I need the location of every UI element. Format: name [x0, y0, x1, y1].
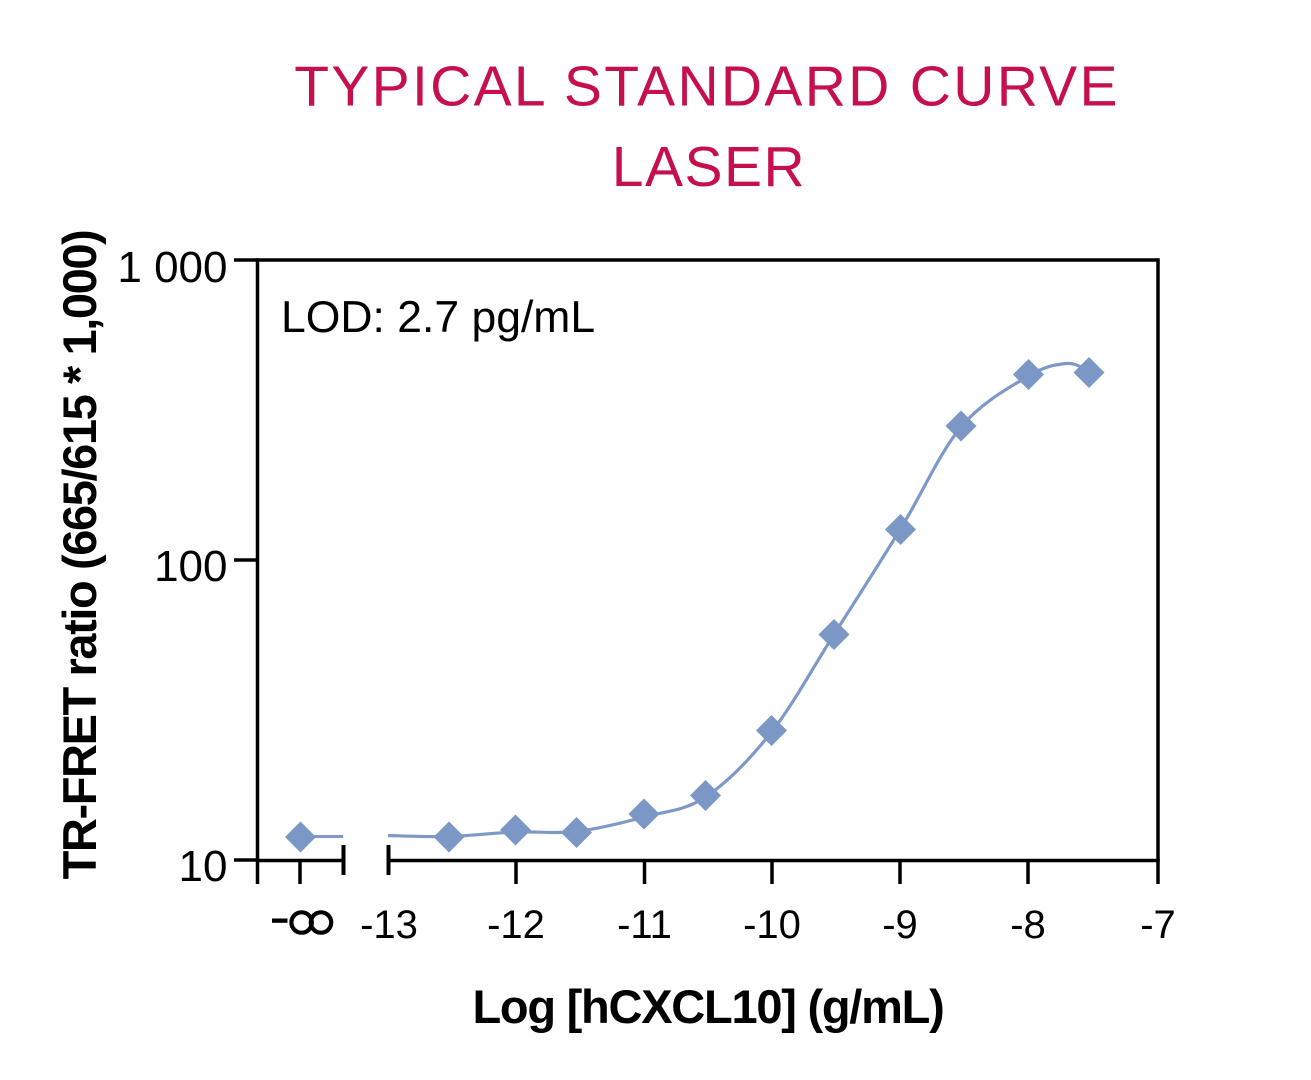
svg-text:100: 100 — [154, 542, 227, 591]
svg-text:-8: -8 — [1010, 903, 1046, 947]
svg-text:Log [hCXCL10] (g/mL): Log [hCXCL10] (g/mL) — [472, 980, 943, 1033]
svg-text:10: 10 — [179, 842, 228, 891]
svg-text:TR-FRET ratio (665/615 * 1,000: TR-FRET ratio (665/615 * 1,000) — [53, 231, 106, 880]
svg-text:-9: -9 — [882, 903, 918, 947]
svg-text:-12: -12 — [487, 903, 545, 947]
svg-text:-13: -13 — [360, 903, 418, 947]
svg-text:LOD: 2.7 pg/mL: LOD: 2.7 pg/mL — [281, 293, 595, 342]
svg-text:-10: -10 — [743, 903, 801, 947]
svg-text:1 000: 1 000 — [117, 243, 227, 292]
svg-text:LASER: LASER — [612, 135, 806, 199]
svg-text:TYPICAL STANDARD CURVE: TYPICAL STANDARD CURVE — [294, 55, 1120, 119]
svg-text:-11: -11 — [617, 903, 672, 947]
svg-text:-7: -7 — [1140, 903, 1176, 947]
